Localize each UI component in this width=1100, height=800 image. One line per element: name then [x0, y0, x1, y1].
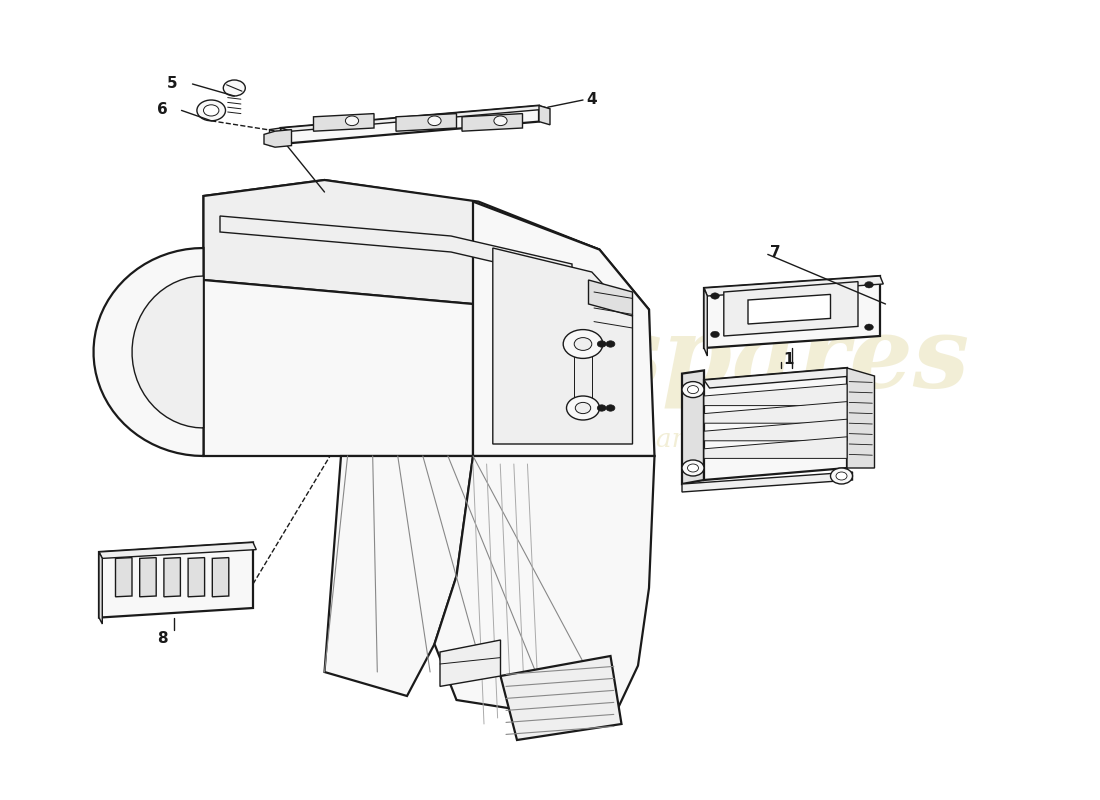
Polygon shape: [132, 276, 204, 428]
Polygon shape: [847, 368, 874, 468]
Polygon shape: [212, 558, 229, 597]
Polygon shape: [704, 368, 847, 480]
Polygon shape: [704, 419, 847, 441]
Polygon shape: [204, 180, 649, 328]
Circle shape: [682, 460, 704, 476]
Circle shape: [836, 472, 847, 480]
Circle shape: [563, 330, 603, 358]
Text: eurospares: eurospares: [351, 312, 969, 408]
Polygon shape: [324, 456, 473, 696]
Polygon shape: [493, 248, 632, 444]
Polygon shape: [440, 640, 500, 686]
Polygon shape: [462, 114, 522, 131]
Polygon shape: [748, 294, 830, 324]
Circle shape: [606, 405, 615, 411]
Polygon shape: [473, 202, 654, 456]
Polygon shape: [574, 341, 592, 408]
Circle shape: [688, 386, 698, 394]
Circle shape: [711, 331, 719, 338]
Circle shape: [204, 105, 219, 116]
Circle shape: [711, 293, 719, 299]
Polygon shape: [99, 542, 253, 618]
Polygon shape: [204, 180, 600, 304]
Polygon shape: [500, 656, 621, 740]
Text: 1: 1: [783, 353, 794, 367]
Circle shape: [830, 468, 852, 484]
Polygon shape: [140, 558, 156, 597]
Circle shape: [597, 405, 606, 411]
Polygon shape: [220, 216, 572, 280]
Circle shape: [574, 338, 592, 350]
Circle shape: [197, 100, 226, 121]
Text: 6: 6: [157, 102, 168, 117]
Polygon shape: [704, 368, 852, 388]
Polygon shape: [588, 280, 632, 316]
Polygon shape: [314, 114, 374, 131]
Polygon shape: [724, 282, 858, 336]
Circle shape: [865, 324, 873, 330]
Circle shape: [682, 382, 704, 398]
Text: 5: 5: [167, 76, 178, 90]
Text: 4: 4: [586, 92, 597, 106]
Circle shape: [597, 341, 606, 347]
Polygon shape: [188, 558, 205, 597]
Circle shape: [575, 402, 591, 414]
Circle shape: [566, 396, 600, 420]
Polygon shape: [164, 558, 180, 597]
Circle shape: [688, 464, 698, 472]
Polygon shape: [704, 384, 847, 406]
Circle shape: [865, 282, 873, 288]
Polygon shape: [682, 472, 852, 492]
Polygon shape: [704, 288, 707, 356]
Polygon shape: [280, 106, 539, 144]
Polygon shape: [204, 280, 473, 456]
Polygon shape: [99, 542, 256, 558]
Circle shape: [223, 80, 245, 96]
Polygon shape: [704, 276, 880, 348]
Text: 8: 8: [157, 631, 168, 646]
Polygon shape: [704, 402, 847, 423]
Polygon shape: [539, 106, 550, 125]
Text: 7: 7: [770, 246, 781, 260]
Polygon shape: [704, 437, 847, 458]
Circle shape: [606, 341, 615, 347]
Circle shape: [494, 116, 507, 126]
Polygon shape: [99, 552, 102, 624]
Polygon shape: [94, 248, 204, 456]
Polygon shape: [280, 106, 550, 131]
Polygon shape: [434, 456, 654, 724]
Circle shape: [345, 116, 359, 126]
Polygon shape: [116, 558, 132, 597]
Text: a passion for parts since 1985: a passion for parts since 1985: [459, 427, 861, 453]
Polygon shape: [396, 114, 456, 131]
Polygon shape: [704, 276, 883, 296]
Polygon shape: [270, 128, 280, 146]
Polygon shape: [264, 130, 292, 147]
Circle shape: [428, 116, 441, 126]
Polygon shape: [682, 370, 704, 484]
